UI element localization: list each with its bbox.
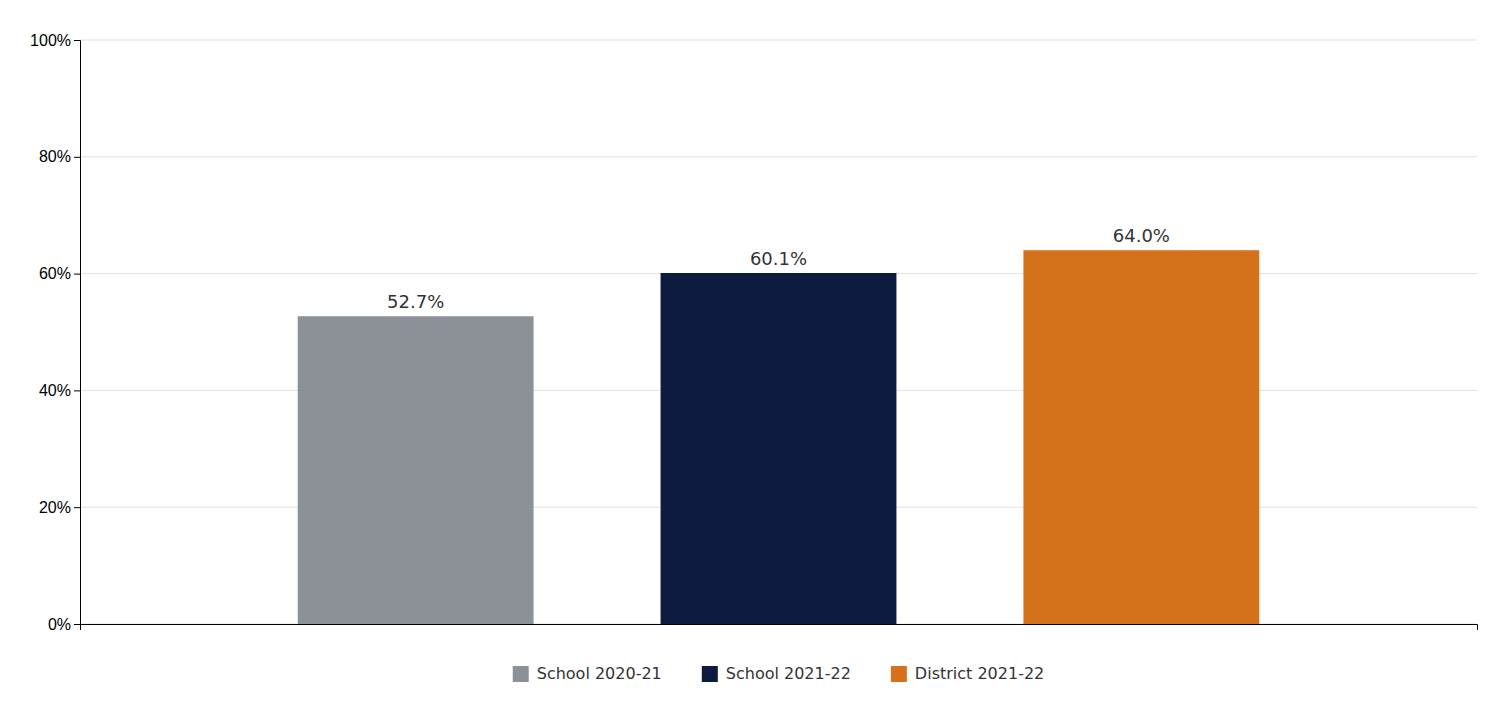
legend-label: District 2021-22 <box>915 664 1044 683</box>
bar <box>1023 250 1259 624</box>
data-label: 60.1% <box>750 248 807 269</box>
y-tick-label: 100% <box>30 32 71 49</box>
legend-swatch <box>891 666 907 682</box>
y-tick-mark <box>74 40 80 41</box>
y-axis-line <box>74 41 81 625</box>
y-tick-mark <box>74 157 80 158</box>
y-tick: 0% <box>48 616 80 633</box>
data-label: 52.7% <box>387 291 444 312</box>
y-tick-mark <box>74 274 80 275</box>
y-tick: 60% <box>39 265 80 282</box>
data-labels: 52.7% 60.1% 64.0% <box>387 225 1170 312</box>
legend-item: School 2020-21 <box>513 664 662 683</box>
legend-swatch <box>702 666 718 682</box>
chart-svg: 0% 20% 40% 60% 80% 100% 52.7% 60.1% 64.0% School … <box>0 0 1507 724</box>
y-tick-label: 20% <box>39 499 71 516</box>
legend-item: District 2021-22 <box>891 664 1044 683</box>
y-tick-label: 0% <box>48 616 71 633</box>
bars <box>298 250 1260 624</box>
legend-item: School 2021-22 <box>702 664 851 683</box>
y-axis: 0% 20% 40% 60% 80% 100% <box>30 32 80 633</box>
y-tick: 80% <box>39 148 80 165</box>
legend-label: School 2021-22 <box>726 664 851 683</box>
x-axis <box>81 625 1478 631</box>
bar <box>661 273 897 624</box>
y-tick: 40% <box>39 382 80 399</box>
y-tick-mark <box>74 390 80 391</box>
y-tick: 20% <box>39 499 80 516</box>
data-label: 64.0% <box>1113 225 1170 246</box>
y-tick-mark <box>74 624 80 625</box>
grid-line <box>80 156 1477 157</box>
grid-line <box>80 40 1477 41</box>
y-tick-label: 80% <box>39 148 71 165</box>
y-tick-label: 60% <box>39 265 71 282</box>
legend: School 2020-21 School 2021-22 District 202… <box>513 664 1045 683</box>
x-axis-line <box>81 625 1478 631</box>
y-tick-mark <box>74 507 80 508</box>
bar <box>298 316 534 624</box>
y-tick: 100% <box>30 32 80 49</box>
plot-area: 0% 20% 40% 60% 80% 100% 52.7% 60.1% 64.0% <box>30 32 1477 633</box>
y-tick-label: 40% <box>39 382 71 399</box>
legend-label: School 2020-21 <box>537 664 662 683</box>
legend-swatch <box>513 666 529 682</box>
grid <box>80 40 1477 624</box>
